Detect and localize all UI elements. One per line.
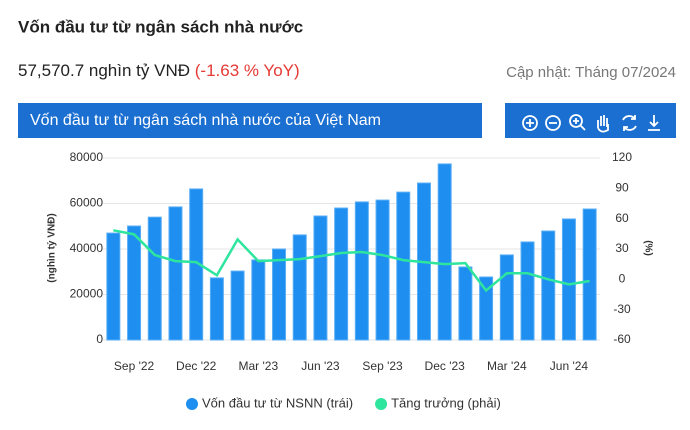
legend-marker: [186, 398, 198, 410]
bar: [437, 163, 452, 341]
y2-tick-label: 90: [615, 181, 629, 195]
value: 57,570.7 nghìn tỷ VNĐ: [18, 61, 190, 80]
bar: [334, 207, 349, 341]
bar: [458, 266, 473, 341]
legend-label: Tăng trưởng (phải): [391, 395, 501, 410]
y-tick-label: 20000: [70, 287, 104, 301]
y2-tick-label: 30: [615, 241, 629, 255]
zoom-out[interactable]: [545, 115, 561, 131]
bar: [313, 215, 328, 341]
bar: [106, 232, 121, 341]
plot: 0 20000 40000 60000 80000 -60 -30 0 30 60 90 120 Sep…: [70, 150, 633, 410]
bar: [209, 277, 224, 341]
bar: [499, 254, 514, 341]
y2-tick-label: -30: [613, 302, 631, 316]
x-tick-label: Jun '24: [550, 359, 589, 373]
y-tick-label: 60000: [70, 196, 104, 210]
bar: [272, 248, 287, 341]
toolbar-icons: [522, 114, 660, 133]
pan[interactable]: [597, 115, 609, 133]
bar: [127, 225, 142, 341]
x-tick-label: Sep '22: [114, 359, 155, 373]
x-tick-label: Mar '23: [238, 359, 278, 373]
bar: [230, 270, 245, 341]
legend-label: Vốn đầu tư từ NSNN (trái): [202, 395, 353, 410]
change: (-1.63 % YoY): [195, 61, 300, 80]
bar: [582, 208, 597, 341]
x-tick-label: Dec '22: [176, 359, 217, 373]
reset[interactable]: [622, 115, 637, 131]
x-tick-label: Dec '23: [425, 359, 466, 373]
page-title: Vốn đầu tư từ ngân sách nhà nước: [18, 17, 303, 36]
legend-marker: [375, 398, 388, 410]
panel-title: Vốn đầu tư từ ngân sách nhà nước của Việ…: [30, 112, 381, 129]
line: [113, 229, 590, 293]
y-tick-label: 40000: [70, 241, 104, 255]
bar: [520, 241, 535, 341]
y2-tick-label: 0: [619, 272, 626, 286]
bar: [541, 230, 556, 341]
y2-tick-label: 120: [612, 150, 632, 164]
y-tick-label: 0: [96, 332, 103, 346]
value-text: 57,570.7 nghìn tỷ VNĐ (-1.63 % YoY): [18, 61, 300, 80]
y-axis-label: (nghìn tỷ VNĐ): [47, 213, 58, 282]
bar: [292, 234, 307, 341]
x-tick-label: Sep '23: [362, 359, 403, 373]
zoom-in[interactable]: [522, 115, 538, 131]
bar: [354, 201, 369, 341]
bar: [375, 199, 390, 341]
zoom[interactable]: [569, 114, 586, 131]
updated: Cập nhật: Tháng 07/2024: [506, 64, 676, 81]
bar: [251, 259, 266, 341]
x-tick-label: Jun '23: [301, 359, 340, 373]
panel-header: [18, 103, 482, 138]
bar: [479, 276, 494, 341]
bar: [147, 216, 162, 341]
download[interactable]: [648, 115, 660, 131]
bar: [189, 188, 204, 341]
toolbar: [505, 103, 676, 138]
bar: [396, 191, 411, 341]
bar: [168, 206, 183, 341]
y2-axis-label: (%): [642, 240, 653, 256]
bar: [561, 218, 576, 341]
y2-tick-label: -60: [613, 332, 631, 346]
x-tick-label: Mar '24: [487, 359, 527, 373]
y2-tick-label: 60: [615, 211, 629, 225]
y-tick-label: 80000: [70, 150, 104, 164]
